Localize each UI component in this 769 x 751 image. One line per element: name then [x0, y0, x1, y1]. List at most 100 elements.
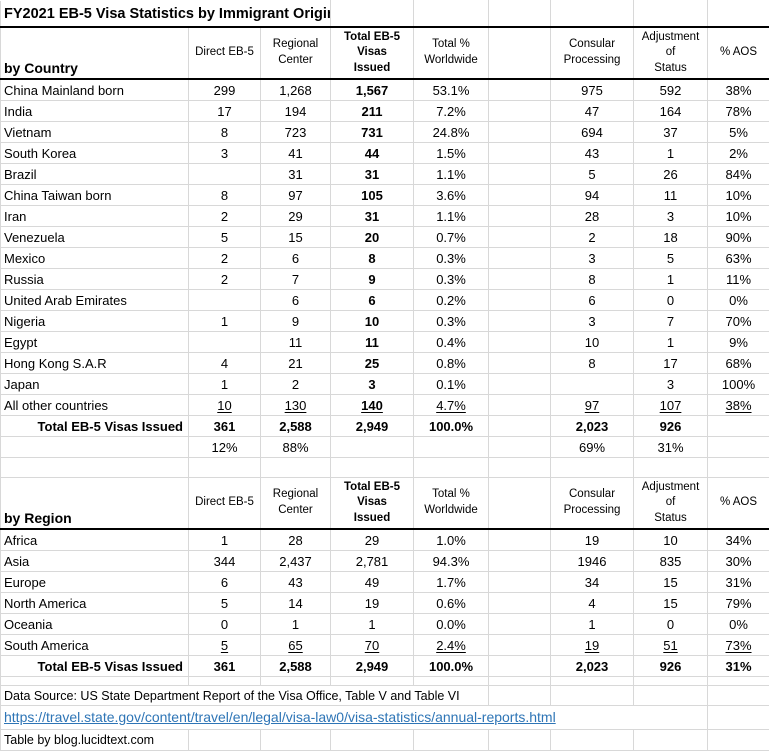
country-value: 8 — [331, 248, 414, 269]
region-value: 31% — [708, 572, 769, 593]
country-value: 6 — [261, 248, 331, 269]
region-total-row: Total EB-5 Visas Issued 361 2,588 2,949 … — [1, 656, 769, 677]
country-value: 31 — [331, 164, 414, 185]
empty-cell — [634, 1, 708, 28]
country-value: 2 — [261, 374, 331, 395]
empty-cell — [331, 677, 414, 686]
spacer-col-header — [489, 27, 551, 79]
region-value: 0% — [708, 614, 769, 635]
country-value: 10 — [551, 332, 634, 353]
country-value: 10 — [189, 395, 261, 416]
empty-cell — [1, 677, 189, 686]
region-value: 19 — [551, 635, 634, 656]
country-value: 592 — [634, 79, 708, 101]
region-value: 29 — [331, 529, 414, 551]
country-value: 94 — [551, 185, 634, 206]
region-value: 5 — [189, 593, 261, 614]
country-value: 68% — [708, 353, 769, 374]
country-value: 11 — [634, 185, 708, 206]
spacer-cell — [489, 290, 551, 311]
region-value: 79% — [708, 593, 769, 614]
country-value: 107 — [634, 395, 708, 416]
col-header-total: Total EB-5 Visas Issued — [331, 27, 414, 79]
empty-cell — [489, 730, 551, 751]
empty-cell — [414, 677, 489, 686]
country-value: 1 — [634, 143, 708, 164]
empty-cell — [189, 730, 261, 751]
region-value: 6 — [189, 572, 261, 593]
col-header-regional: Regional Center — [261, 478, 331, 530]
empty-cell — [634, 677, 708, 686]
region-value: 1.0% — [414, 529, 489, 551]
country-value: 41 — [261, 143, 331, 164]
region-total-total: 2,949 — [331, 656, 414, 677]
col-header-regional: Regional Center — [261, 27, 331, 79]
country-value: 1,567 — [331, 79, 414, 101]
empty-cell — [1, 437, 189, 458]
spacer-cell — [489, 332, 551, 353]
empty-cell — [261, 677, 331, 686]
spacer-cell — [489, 353, 551, 374]
country-value: 1 — [189, 374, 261, 395]
empty-cell — [551, 686, 634, 706]
source-link[interactable]: https://travel.state.gov/content/travel/… — [4, 709, 556, 725]
empty-cell — [189, 458, 261, 478]
country-value: 44 — [331, 143, 414, 164]
country-value: 11 — [331, 332, 414, 353]
region-value: 0 — [189, 614, 261, 635]
region-total-direct: 361 — [189, 656, 261, 677]
country-section-label: by Country — [1, 27, 189, 79]
spacer-cell — [489, 311, 551, 332]
data-source-row: Data Source: US State Department Report … — [1, 686, 769, 706]
country-value: 97 — [261, 185, 331, 206]
country-name: All other countries — [1, 395, 189, 416]
empty-cell — [634, 686, 708, 706]
country-value: 0 — [634, 290, 708, 311]
region-value: 15 — [634, 593, 708, 614]
country-total-direct: 361 — [189, 416, 261, 437]
country-value: 9% — [708, 332, 769, 353]
region-value: 5 — [189, 635, 261, 656]
region-value: 4 — [551, 593, 634, 614]
empty-cell — [261, 730, 331, 751]
empty-cell — [189, 677, 261, 686]
country-value: 37 — [634, 122, 708, 143]
region-value: 0.6% — [414, 593, 489, 614]
country-value: 9 — [331, 269, 414, 290]
country-value: 2% — [708, 143, 769, 164]
country-value: 8 — [189, 122, 261, 143]
country-value: 26 — [634, 164, 708, 185]
country-value: 2 — [189, 206, 261, 227]
country-name: Russia — [1, 269, 189, 290]
country-name: Nigeria — [1, 311, 189, 332]
region-value: 344 — [189, 551, 261, 572]
empty-cell — [489, 416, 551, 437]
country-value: 28 — [551, 206, 634, 227]
spacer-cell — [489, 572, 551, 593]
country-value: 7.2% — [414, 101, 489, 122]
country-value: 2 — [189, 248, 261, 269]
country-total-pct-aos — [708, 416, 769, 437]
source-url-cell: https://travel.state.gov/content/travel/… — [1, 706, 708, 730]
country-value: 4.7% — [414, 395, 489, 416]
region-total-label: Total EB-5 Visas Issued — [1, 656, 189, 677]
region-name: South America — [1, 635, 189, 656]
country-value: 97 — [551, 395, 634, 416]
country-value: 1.1% — [414, 206, 489, 227]
country-value: 78% — [708, 101, 769, 122]
country-value: 1.5% — [414, 143, 489, 164]
country-value: 63% — [708, 248, 769, 269]
